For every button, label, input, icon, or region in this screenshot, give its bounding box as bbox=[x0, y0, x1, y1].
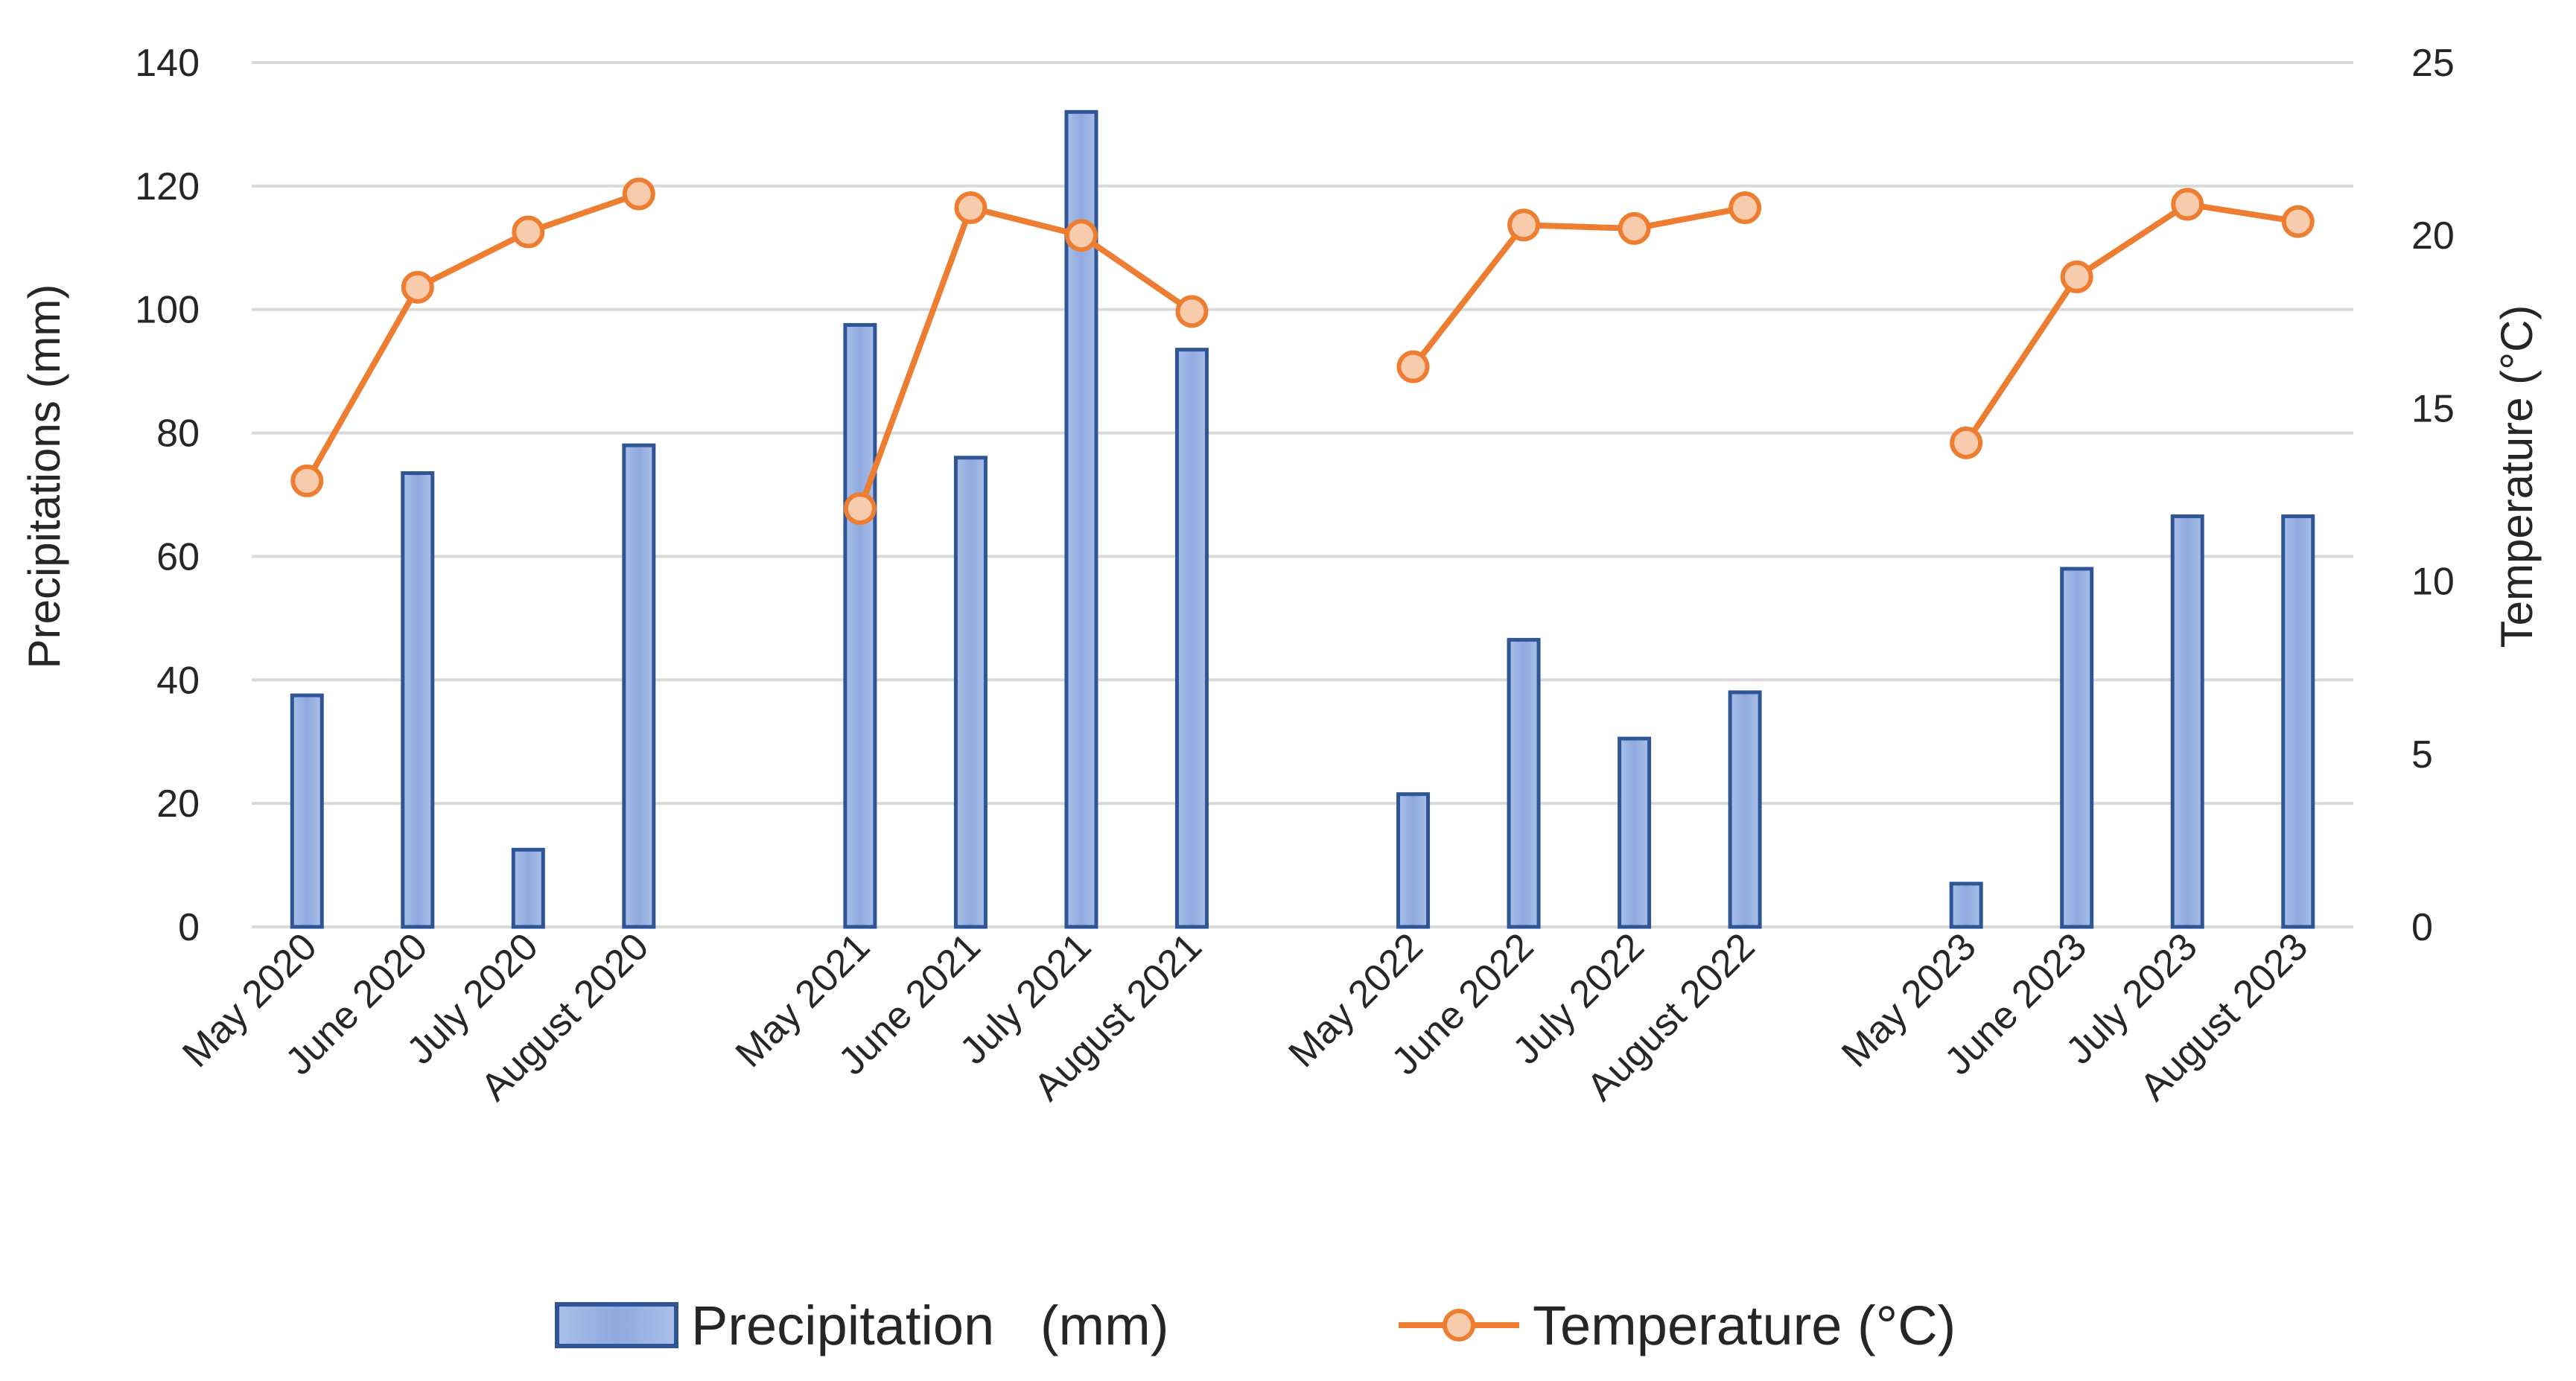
y-left-tick-label: 60 bbox=[156, 535, 200, 578]
temperature-line-segment bbox=[857, 205, 1194, 510]
temperature-marker bbox=[1618, 211, 1651, 245]
legend: Precipitation (mm) Temperature (°C) bbox=[555, 1295, 1956, 1356]
temperature-marker bbox=[512, 215, 545, 249]
precipitation-bar bbox=[1728, 690, 1762, 929]
temperature-marker bbox=[2171, 188, 2204, 221]
y-axis-left-title: Precipitations (mm) bbox=[19, 284, 69, 669]
temperature-line bbox=[290, 177, 2315, 526]
temperature-marker bbox=[401, 270, 434, 304]
y-right-tick-label: 20 bbox=[2411, 214, 2455, 258]
temperature-marker bbox=[622, 177, 655, 211]
y-left-tick-label: 0 bbox=[178, 906, 200, 949]
temperature-line-segment bbox=[304, 191, 640, 482]
temperature-marker bbox=[290, 464, 324, 497]
precipitation-bar bbox=[2060, 567, 2094, 929]
y-axis-right-title: Temperature (°C) bbox=[2492, 305, 2542, 648]
precipitation-bar bbox=[953, 456, 988, 929]
temperature-marker bbox=[1729, 191, 1762, 225]
gridlines bbox=[252, 61, 2353, 928]
temperature-marker bbox=[2060, 260, 2093, 293]
temperature-marker bbox=[954, 191, 988, 225]
y-right-tick-label: 10 bbox=[2411, 561, 2455, 604]
temperature-marker bbox=[843, 492, 877, 526]
y-right-tick-label: 25 bbox=[2411, 42, 2455, 85]
y-left-tick-label: 20 bbox=[156, 782, 200, 826]
legend-temperature-marker bbox=[1443, 1309, 1475, 1342]
legend-precipitation-label: Precipitation (mm) bbox=[691, 1295, 1168, 1356]
temperature-line-segment bbox=[1411, 205, 1746, 369]
y-right-tick-label: 0 bbox=[2411, 906, 2433, 949]
legend-precipitation-swatch bbox=[555, 1302, 678, 1348]
precipitation-bar bbox=[2281, 514, 2315, 929]
temperature-marker bbox=[1064, 219, 1098, 252]
temperature-marker bbox=[1507, 208, 1541, 242]
precipitation-bar bbox=[511, 847, 545, 929]
precipitation-bar bbox=[1174, 348, 1209, 929]
precipitation-bars bbox=[290, 109, 2315, 929]
temperature-line-segment bbox=[1963, 201, 2299, 445]
y-left-tick-label: 80 bbox=[156, 412, 200, 456]
legend-temperature-label: Temperature (°C) bbox=[1533, 1295, 1956, 1356]
precipitation-bar bbox=[1396, 792, 1431, 929]
y-right-tick-label: 5 bbox=[2411, 733, 2433, 776]
y-left-tick-label: 140 bbox=[135, 42, 200, 85]
temperature-marker bbox=[1950, 426, 1983, 459]
y-left-tick-label: 120 bbox=[135, 165, 200, 208]
precipitation-bar bbox=[622, 443, 656, 929]
y-left-tick-label: 40 bbox=[156, 659, 200, 702]
precipitation-bar bbox=[290, 693, 324, 929]
temperature-marker bbox=[2281, 205, 2315, 238]
precipitation-bar bbox=[2170, 514, 2204, 929]
y-left-tick-label: 100 bbox=[135, 289, 200, 332]
precipitation-bar bbox=[1507, 637, 1541, 929]
temperature-marker bbox=[1175, 295, 1209, 328]
precipitation-bar bbox=[1618, 736, 1652, 929]
precipitation-bar bbox=[843, 322, 877, 929]
precipitation-bar bbox=[401, 471, 435, 929]
precipitation-bar bbox=[1949, 881, 1983, 929]
temperature-marker bbox=[1396, 350, 1430, 383]
y-right-tick-label: 15 bbox=[2411, 387, 2455, 430]
left-axis-ticks: 0 20 40 60 80 100 120 140 bbox=[135, 42, 200, 949]
right-axis-ticks: 0 5 10 15 20 25 bbox=[2411, 42, 2455, 949]
